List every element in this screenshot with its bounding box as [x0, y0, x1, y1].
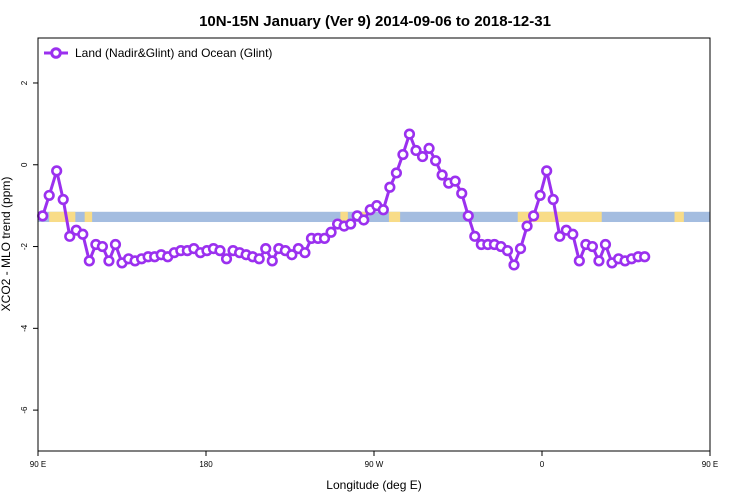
- land-band-segment: [388, 211, 401, 223]
- data-point: [43, 189, 55, 202]
- data-point: [541, 165, 553, 177]
- data-point: [397, 148, 409, 161]
- x-tick-label: 0: [540, 460, 545, 469]
- data-point: [514, 242, 527, 255]
- data-point: [214, 245, 226, 257]
- land-band-segment: [674, 211, 684, 223]
- data-point: [423, 142, 435, 155]
- y-tick-label: -4: [20, 324, 29, 332]
- x-tick-label: 180: [199, 460, 213, 469]
- data-point: [299, 247, 311, 259]
- y-axis-label: XCO2 - MLO trend (ppm): [0, 177, 13, 312]
- data-point: [639, 251, 651, 263]
- data-point: [547, 193, 559, 206]
- data-point: [554, 230, 566, 242]
- data-point: [501, 245, 514, 257]
- data-point: [436, 169, 448, 181]
- data-point: [345, 218, 357, 230]
- data-point: [416, 150, 429, 163]
- data-point: [96, 240, 108, 253]
- y-tick-label: 0: [20, 162, 29, 167]
- data-point: [51, 165, 63, 177]
- data-point: [384, 181, 396, 193]
- y-tick-label: -2: [20, 242, 29, 250]
- x-tick-label: 90 E: [30, 460, 46, 469]
- data-point: [469, 230, 481, 242]
- data-point: [220, 253, 233, 265]
- data-point: [403, 128, 416, 140]
- land-band-segment: [340, 211, 348, 223]
- data-point: [37, 210, 49, 222]
- y-tick-label: 2: [20, 80, 29, 85]
- land-band-segment: [517, 211, 602, 223]
- legend-marker-swatch: [50, 47, 62, 59]
- data-point: [253, 253, 265, 265]
- x-tick-label: 90 E: [702, 460, 718, 469]
- data-point: [77, 228, 89, 240]
- data-point: [358, 214, 370, 226]
- data-point: [318, 232, 331, 244]
- y-axis: 2 0 -2 -4 -6: [20, 80, 38, 414]
- data-point: [521, 220, 533, 232]
- data-point: [377, 204, 389, 216]
- data-point: [325, 226, 337, 238]
- data-point: [456, 187, 468, 199]
- data-point: [573, 255, 585, 267]
- x-tick-label: 90 W: [365, 460, 384, 469]
- chart-title: 10N-15N January (Ver 9) 2014-09-06 to 20…: [199, 13, 551, 30]
- ocean-band: [38, 211, 710, 223]
- x-axis-label: Longitude (deg E): [326, 478, 421, 492]
- data-point: [462, 210, 474, 222]
- data-point: [103, 255, 115, 267]
- data-point: [109, 238, 122, 251]
- data-point: [449, 175, 461, 187]
- data-point: [57, 193, 69, 206]
- data-point: [83, 255, 95, 267]
- data-point: [286, 249, 298, 261]
- legend: Land (Nadir&Glint) and Ocean (Glint): [44, 46, 272, 60]
- data-point: [410, 144, 422, 157]
- data-point: [567, 228, 579, 240]
- data-point: [390, 167, 403, 179]
- series-layer: [37, 128, 651, 271]
- data-point: [266, 255, 278, 267]
- data-point: [527, 210, 540, 222]
- data-point: [534, 189, 546, 202]
- data-point: [64, 230, 76, 242]
- data-point: [586, 240, 599, 253]
- land-band-segment: [84, 211, 93, 223]
- data-point: [508, 259, 520, 271]
- y-tick-label: -6: [20, 406, 29, 414]
- data-point: [593, 255, 605, 267]
- legend-entry-label: Land (Nadir&Glint) and Ocean (Glint): [75, 46, 272, 60]
- land-band-segment: [49, 211, 76, 223]
- data-point: [599, 238, 612, 251]
- data-point: [260, 242, 272, 255]
- data-point: [430, 155, 442, 167]
- x-axis: 90 E 180 90 W 0 90 E: [30, 451, 718, 469]
